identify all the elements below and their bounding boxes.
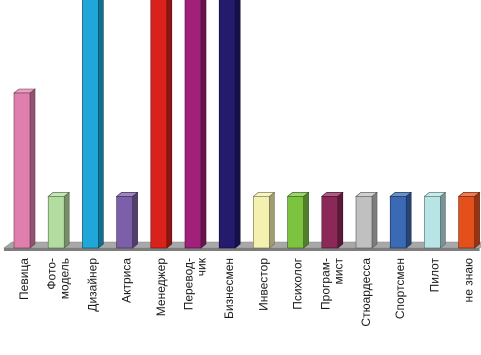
bar-side bbox=[63, 191, 70, 249]
bar bbox=[184, 0, 207, 249]
category-label: Програм-мист bbox=[318, 258, 345, 310]
category-label: не знаю bbox=[462, 258, 476, 302]
category-labels: Певица Фото-модель Дизайнер Актриса Менеджер… bbox=[17, 257, 476, 326]
bar-front bbox=[424, 196, 441, 249]
bar-side bbox=[200, 0, 207, 249]
bar bbox=[150, 0, 173, 249]
bar-front bbox=[321, 196, 339, 249]
bar-front bbox=[287, 196, 304, 249]
category-label: Пилот bbox=[427, 258, 441, 293]
bar bbox=[457, 191, 481, 249]
bar-front bbox=[82, 0, 99, 249]
bar-front bbox=[218, 0, 236, 249]
bar-front bbox=[458, 196, 475, 249]
category-label-line: Психолог bbox=[291, 257, 305, 309]
bar bbox=[389, 191, 413, 249]
bar-side bbox=[474, 191, 480, 249]
bar-side bbox=[166, 0, 173, 249]
category-label: Фото-модель bbox=[45, 258, 72, 299]
category-label: Бизнесмен bbox=[222, 258, 236, 319]
bar-front bbox=[150, 0, 168, 249]
category-label: Дизайнер bbox=[85, 258, 99, 312]
category-label-line: чик bbox=[195, 257, 209, 276]
bar-front bbox=[355, 196, 373, 249]
bar-side bbox=[132, 191, 138, 249]
category-label-line: Дизайнер bbox=[85, 258, 99, 312]
floor-front bbox=[4, 248, 480, 251]
bar-side bbox=[405, 191, 412, 249]
category-label-line: Програм- bbox=[318, 258, 332, 310]
category-label: Менеджер bbox=[154, 258, 168, 317]
category-label-line: Пилот bbox=[427, 258, 441, 293]
category-label: Перевод-чик bbox=[182, 257, 209, 310]
category-label: Психолог bbox=[291, 257, 305, 309]
bar-side bbox=[303, 191, 309, 249]
bar-front bbox=[253, 196, 270, 249]
bar-side bbox=[234, 0, 241, 249]
bar-side bbox=[29, 88, 36, 249]
bar-front bbox=[13, 92, 31, 249]
bar bbox=[423, 191, 447, 249]
bar-front bbox=[389, 196, 407, 249]
bar-side bbox=[98, 0, 104, 249]
bar bbox=[82, 0, 104, 249]
category-label: Стюардесса bbox=[359, 258, 373, 327]
category-label-line: не знаю bbox=[462, 258, 476, 302]
category-label: Инвестор bbox=[256, 258, 270, 311]
bar-front bbox=[47, 196, 65, 249]
bar bbox=[286, 191, 310, 249]
bar bbox=[252, 191, 276, 249]
bar bbox=[13, 88, 36, 249]
bars-group bbox=[13, 0, 481, 249]
bar bbox=[47, 191, 71, 249]
bar-side bbox=[440, 191, 446, 249]
bar-front bbox=[184, 0, 202, 249]
category-label-line: модель bbox=[58, 258, 72, 299]
category-label: Актриса bbox=[120, 258, 134, 303]
bar-side bbox=[371, 191, 378, 249]
category-label-line: мист bbox=[331, 258, 345, 285]
category-label-line: Спортсмен bbox=[393, 258, 407, 319]
bar bbox=[320, 191, 344, 249]
bar bbox=[115, 191, 139, 249]
bar bbox=[355, 191, 378, 249]
category-label-line: Перевод- bbox=[182, 258, 196, 310]
bar bbox=[218, 0, 241, 249]
category-label: Певица bbox=[17, 258, 31, 300]
category-label-line: Фото- bbox=[45, 258, 59, 290]
category-label-line: Стюардесса bbox=[359, 258, 373, 327]
bar-front bbox=[116, 196, 133, 249]
category-label-line: Актриса bbox=[120, 258, 134, 303]
category-label-line: Инвестор bbox=[256, 258, 270, 311]
category-label: Спортсмен bbox=[393, 258, 407, 319]
category-label-line: Певица bbox=[17, 258, 31, 300]
bar-side bbox=[337, 191, 344, 249]
category-label-line: Менеджер bbox=[154, 258, 168, 317]
category-label-line: Бизнесмен bbox=[222, 258, 236, 319]
bar-side bbox=[269, 191, 275, 249]
